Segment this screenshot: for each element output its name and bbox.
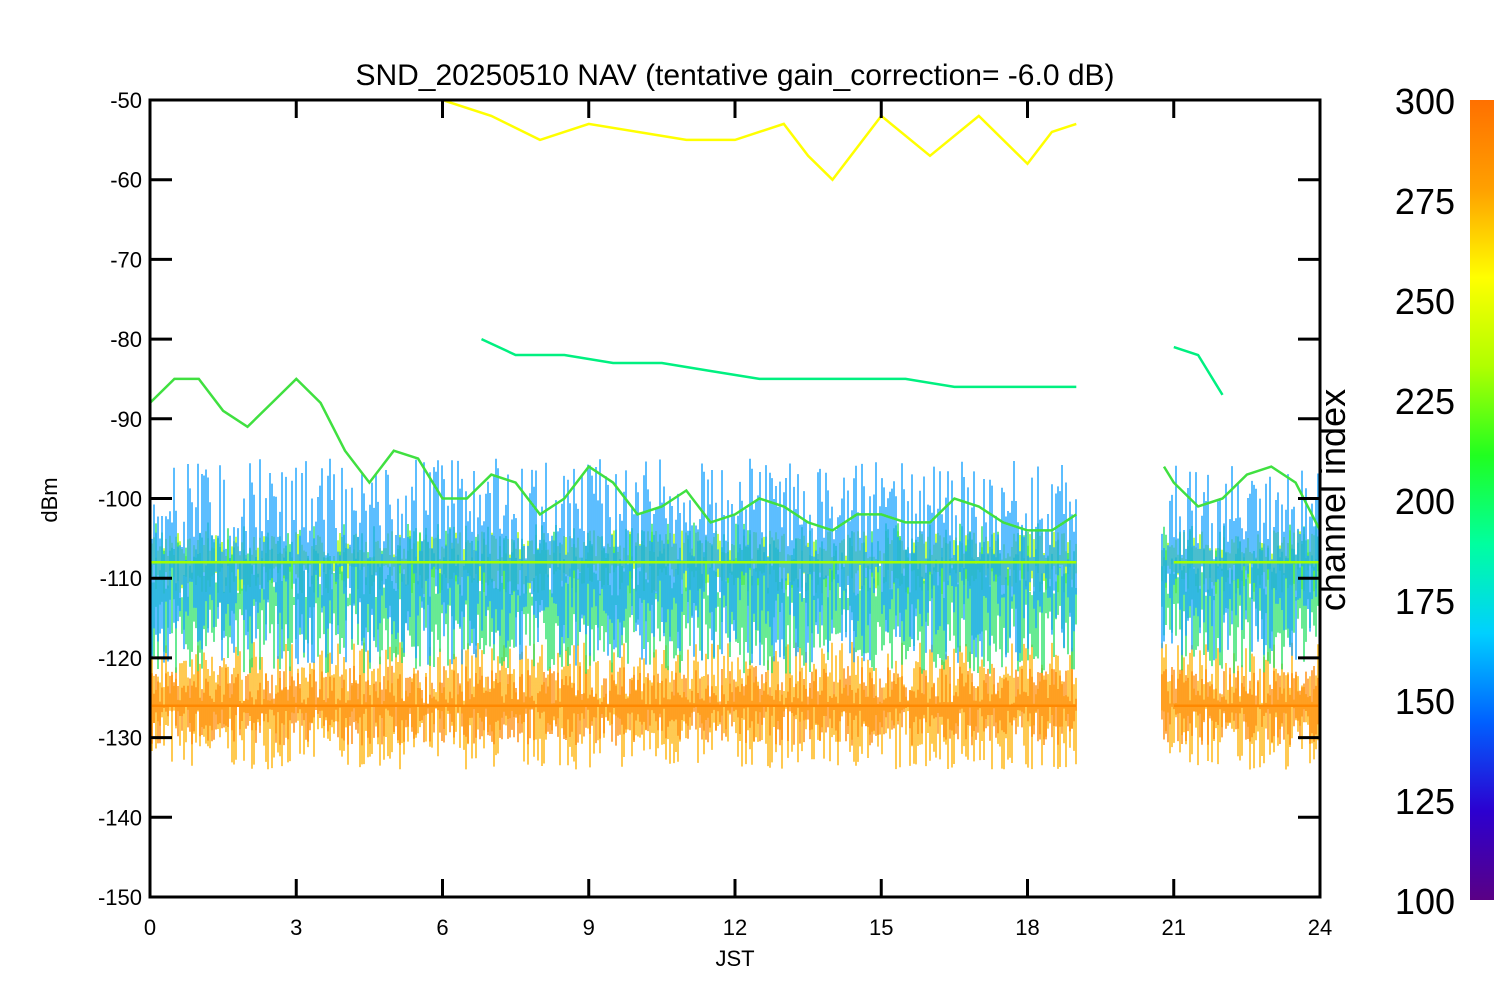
series-layer <box>150 100 1320 707</box>
y-tick-label: -70 <box>110 247 142 272</box>
y-tick-label: -100 <box>98 487 142 512</box>
x-tick-label: 6 <box>436 915 448 940</box>
colorbar-label: channel index <box>1312 389 1353 611</box>
x-tick-label: 0 <box>144 915 156 940</box>
x-tick-label: 15 <box>869 915 893 940</box>
series-line-0 <box>150 377 1320 532</box>
colorbar-tick-label: 125 <box>1395 781 1455 822</box>
x-tick-label: 12 <box>723 915 747 940</box>
colorbar-tick-label: 300 <box>1395 81 1455 122</box>
x-tick-label: 3 <box>290 915 302 940</box>
series-line-2 <box>480 337 1224 396</box>
noise-bands <box>150 458 1320 770</box>
colorbar-tick-label: 100 <box>1395 881 1455 922</box>
colorbar-tick-label: 225 <box>1395 381 1455 422</box>
y-tick-label: -110 <box>100 566 142 591</box>
y-tick-label: -60 <box>110 168 142 193</box>
y-tick-label: -50 <box>110 88 142 113</box>
x-axis: 0 3 6 9 12 15 18 21 24 <box>144 100 1332 940</box>
colorbar-tick-label: 200 <box>1395 481 1455 522</box>
x-tick-label: 9 <box>583 915 595 940</box>
x-tick-label: 21 <box>1162 915 1186 940</box>
plot-frame <box>148 98 1322 899</box>
chart-title: SND_20250510 NAV (tentative gain_correct… <box>355 59 1114 92</box>
y-tick-label: -140 <box>98 805 142 830</box>
y-tick-label: -80 <box>110 327 142 352</box>
colorbar-tick-label: 175 <box>1395 581 1455 622</box>
y-axis-label: dBm <box>37 477 62 522</box>
colorbar-tick-label: 275 <box>1395 181 1455 222</box>
y-axis: -50 -60 -70 -80 -90 -100 -110 -120 -130 -140 -150 <box>98 88 1320 910</box>
colorbar-tick-label: 150 <box>1395 681 1455 722</box>
x-tick-label: 24 <box>1308 915 1332 940</box>
colorbar-tick-label: 250 <box>1395 281 1455 322</box>
y-tick-label: -90 <box>110 407 142 432</box>
noise-band-1 <box>150 665 1320 746</box>
y-tick-label: -130 <box>98 726 142 751</box>
x-axis-label: JST <box>715 946 754 971</box>
y-tick-label: -150 <box>98 885 142 910</box>
series-line-1 <box>418 100 1077 182</box>
colorbar-ticks: 300 275 250 225 200 175 150 125 100 <box>1395 81 1455 922</box>
colorbar <box>1470 100 1494 900</box>
y-tick-label: -120 <box>98 646 142 671</box>
x-tick-label: 18 <box>1015 915 1039 940</box>
